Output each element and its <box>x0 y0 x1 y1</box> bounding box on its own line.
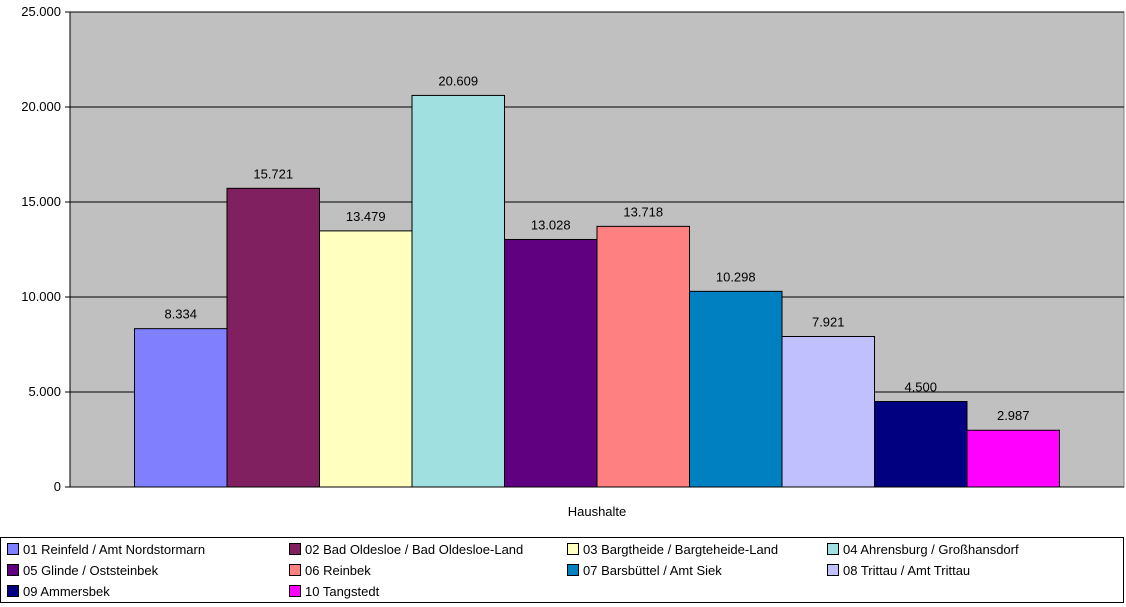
bar <box>504 238 598 488</box>
data-label: 4.500 <box>904 380 937 395</box>
data-label: 8.334 <box>164 307 197 322</box>
legend-swatch <box>567 564 579 576</box>
bar-chart: 0 5.000 10.000 15.000 20.000 25.000 8.334 15.7… <box>21 4 1125 519</box>
legend-item: 07 Barsbüttel / Amt Siek <box>567 563 722 578</box>
bar <box>134 328 228 488</box>
bar <box>689 290 783 488</box>
data-label: 20.609 <box>438 73 478 88</box>
legend-item: 02 Bad Oldesloe / Bad Oldesloe-Land <box>289 542 523 557</box>
legend-swatch <box>289 585 301 597</box>
legend-item: 09 Ammersbek <box>7 584 110 599</box>
legend: 01 Reinfeld / Amt Nordstormarn 02 Bad Old… <box>0 537 1124 603</box>
legend-swatch <box>289 543 301 555</box>
legend-item: 08 Trittau / Amt Trittau <box>827 563 970 578</box>
legend-swatch <box>289 564 301 576</box>
bar <box>319 230 413 488</box>
legend-label: 02 Bad Oldesloe / Bad Oldesloe-Land <box>305 542 524 557</box>
y-tick-label: 25.000 <box>21 4 61 19</box>
y-tick-label: 15.000 <box>21 194 61 209</box>
bar <box>411 94 505 488</box>
legend-swatch <box>827 543 839 555</box>
data-label: 10.298 <box>716 269 756 284</box>
legend-swatch <box>7 543 19 555</box>
data-label: 13.028 <box>531 217 571 232</box>
legend-label: 07 Barsbüttel / Amt Siek <box>583 563 722 578</box>
bar <box>781 336 875 488</box>
legend-swatch <box>7 564 19 576</box>
legend-label: 10 Tangstedt <box>305 584 380 599</box>
bar <box>226 187 320 488</box>
y-tick-label: 5.000 <box>28 384 61 399</box>
legend-label: 03 Bargtheide / Bargteheide-Land <box>583 542 779 557</box>
legend-label: 01 Reinfeld / Amt Nordstormarn <box>23 542 206 557</box>
legend-item: 05 Glinde / Oststeinbek <box>7 563 158 578</box>
bar <box>966 429 1060 488</box>
y-tick-label: 0 <box>54 479 61 494</box>
legend-swatch <box>827 564 839 576</box>
legend-label: 05 Glinde / Oststeinbek <box>23 563 159 578</box>
legend-label: 09 Ammersbek <box>23 584 110 599</box>
y-axis: 0 5.000 10.000 15.000 20.000 25.000 <box>21 4 1124 494</box>
legend-label: 08 Trittau / Amt Trittau <box>843 563 971 578</box>
legend-swatch <box>567 543 579 555</box>
legend-item: 04 Ahrensburg / Großhansdorf <box>827 542 1019 557</box>
data-label: 7.921 <box>812 315 845 330</box>
data-label: 15.721 <box>253 166 293 181</box>
data-labels: 8.334 15.721 13.479 20.609 13.028 13.718 10.29… <box>164 73 1029 423</box>
legend-item: 10 Tangstedt <box>289 584 379 599</box>
bar <box>596 225 690 488</box>
y-tick-label: 10.000 <box>21 289 61 304</box>
legend-item: 06 Reinbek <box>289 563 371 578</box>
data-label: 2.987 <box>997 408 1030 423</box>
legend-label: 06 Reinbek <box>305 563 371 578</box>
data-label: 13.479 <box>346 209 386 224</box>
legend-label: 04 Ahrensburg / Großhansdorf <box>843 542 1019 557</box>
legend-item: 01 Reinfeld / Amt Nordstormarn <box>7 542 205 557</box>
data-label: 13.718 <box>623 204 663 219</box>
legend-swatch <box>7 585 19 597</box>
y-tick-label: 20.000 <box>21 99 61 114</box>
bars <box>134 94 1060 488</box>
bar <box>874 401 968 488</box>
x-axis-label: Haushalte <box>568 504 627 519</box>
legend-item: 03 Bargtheide / Bargteheide-Land <box>567 542 778 557</box>
